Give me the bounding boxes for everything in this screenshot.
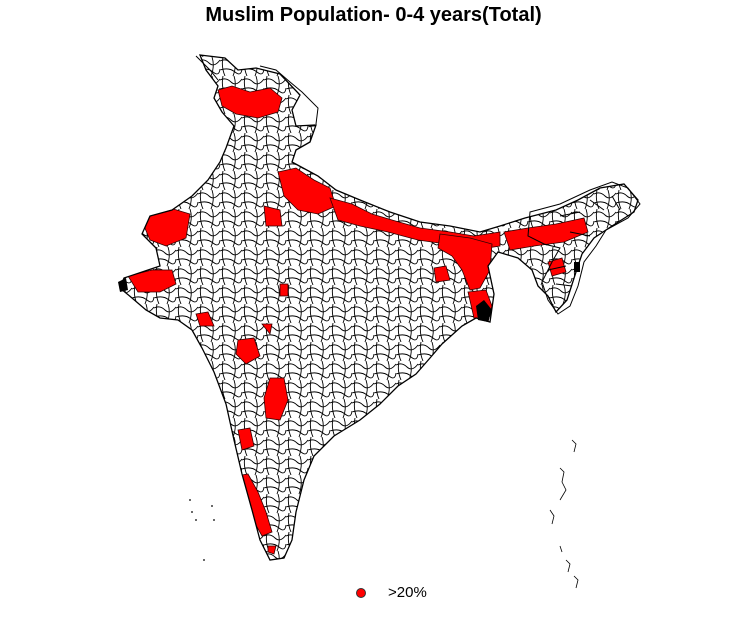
region-mp-small: [261, 323, 273, 335]
region-karnataka-north: [237, 427, 255, 451]
sundarbans-mark: [476, 300, 492, 322]
tripura-mark: [574, 262, 580, 272]
lakshadweep-islands: [189, 499, 215, 561]
map-legend: >20%: [356, 584, 427, 601]
region-uttaranchal-border: [263, 205, 283, 227]
map-title: Muslim Population- 0-4 years(Total): [205, 4, 542, 26]
region-kashmir: [217, 85, 283, 119]
region-tn-dot: [267, 545, 277, 555]
region-bihar-mid: [433, 265, 451, 283]
region-assam-south: [547, 257, 567, 277]
region-maharashtra-east: [263, 377, 289, 421]
region-bengal-north: [437, 233, 493, 291]
region-mp-west: [195, 311, 215, 327]
northeast-region: [527, 181, 641, 315]
andaman-nicobar-islands: [549, 439, 579, 589]
region-west-coast-dot: [199, 361, 207, 372]
region-rajasthan-dot: [279, 283, 289, 297]
north-boundary: [195, 55, 319, 125]
legend-label: >20%: [388, 584, 427, 601]
region-assam: [503, 217, 589, 251]
legend-swatch-red: [356, 587, 366, 598]
region-saurashtra: [127, 269, 177, 293]
region-maharashtra-north: [235, 337, 261, 365]
highlighted-districts: [127, 85, 589, 555]
kutch-mark: [118, 278, 128, 292]
